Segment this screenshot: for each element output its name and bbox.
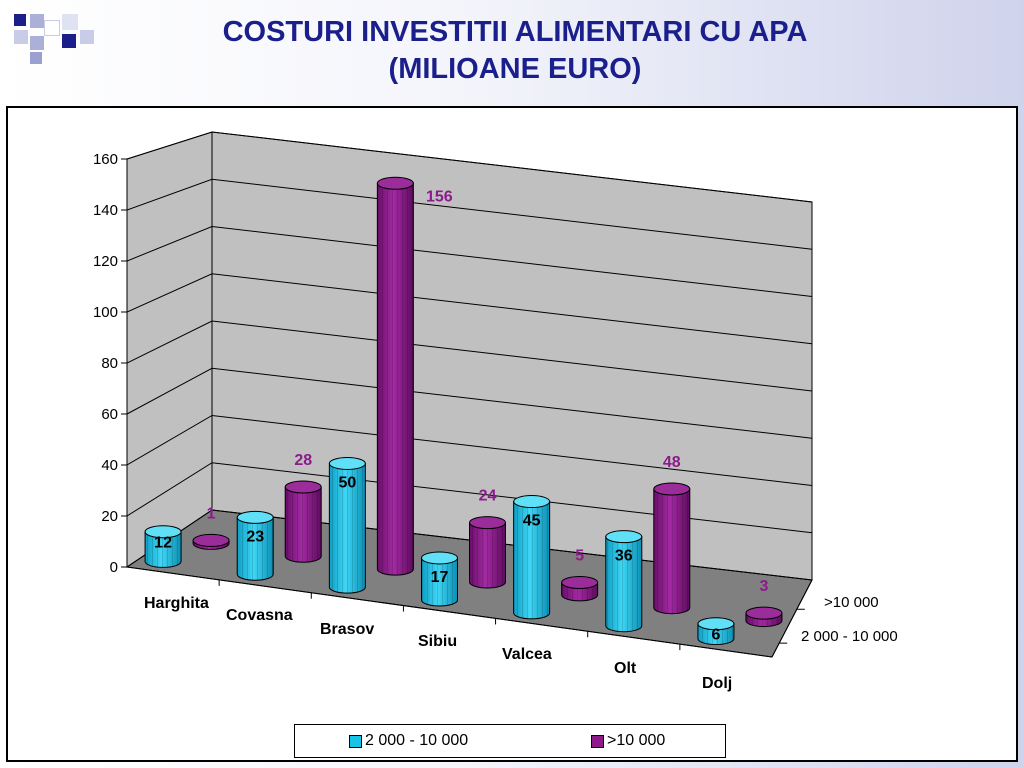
depth-label: 2 000 - 10 000 [801,628,898,645]
data-label: 23 [246,528,264,545]
data-label: 12 [154,535,172,552]
category-label: Dolj [702,675,732,692]
bar-series-2 [284,480,322,563]
bar-top [469,516,506,530]
data-labels: 1 28 156 24 5 48 3 12 23 50 17 45 36 6 [154,188,768,643]
category-label: Brasov [320,621,374,638]
gridline [126,414,813,486]
bar-series-1 [421,551,458,607]
depth-label: >10 000 [824,594,879,611]
chart-svg: 0 20 40 60 80 100 120 140 160 >10 000 2 000 - 10 0… [93,131,898,692]
bar-texture [145,531,182,568]
depth-axis [771,579,813,658]
chart-panel: 0 20 40 60 80 100 120 140 160 >10 000 2 000 - 10 0… [6,106,1018,762]
bar-series-1 [513,495,551,620]
data-label: 45 [523,513,541,530]
gridline [126,273,813,345]
chart-left-wall [126,131,213,568]
title-line-2: (MILIOANE EURO) [388,53,642,85]
gridline [126,131,813,203]
bar-texture [469,522,506,588]
gridline [126,462,813,534]
bar-series-2 [192,533,230,550]
bar-texture [513,501,550,619]
bar-top [236,510,274,524]
legend-label-series-2: >10 000 [607,732,666,749]
bar-texture [285,487,322,563]
gridline [126,225,813,297]
bar-series-2 [376,176,414,576]
legend-swatch-series-1 [349,735,362,748]
bar-series-2 [561,575,599,602]
bar-top [376,176,414,190]
bar-top [144,525,182,539]
bar-top [653,482,691,496]
y-tick-label: 140 [93,202,118,219]
bar-series-1 [236,510,274,581]
data-label: 50 [338,474,356,491]
bar-top [421,551,458,565]
y-tick-label: 60 [101,406,118,423]
bars [144,176,783,646]
bar-series-1 [328,456,366,594]
title-line-1: COSTURI INVESTITII ALIMENTARI CU APA [222,16,808,48]
x-axis [126,566,773,658]
bar-series-1 [144,525,182,568]
category-label: Sibiu [418,633,457,650]
bar-texture [377,183,414,576]
page-title: COSTURI INVESTITII ALIMENTARI CU APA (MI… [110,14,920,88]
legend: 2 000 - 10 000 >10 000 [294,724,726,758]
legend-swatch-series-2 [591,735,604,748]
bar-top [561,575,599,589]
bar-series-1 [605,530,643,633]
legend-label-series-1: 2 000 - 10 000 [365,732,469,749]
bar-top [513,495,551,509]
y-tick-label: 80 [101,355,118,372]
y-tick-label: 0 [110,559,118,576]
bar-texture [329,463,366,594]
bar-series-2 [653,482,691,615]
data-label: 36 [615,548,633,565]
data-label: 28 [294,452,312,469]
gridline [126,367,813,439]
bar-series-2 [745,606,783,628]
category-label: Covasna [226,607,293,624]
y-tick-label: 120 [93,253,118,270]
bar-texture [653,488,690,614]
gridline [126,178,813,250]
y-tick-label: 20 [101,508,118,525]
data-label: 3 [759,578,768,595]
data-label: 5 [575,547,584,564]
gridline [126,320,813,392]
data-label: 24 [479,488,497,505]
data-label: 1 [207,505,216,522]
axes: 0 20 40 60 80 100 120 140 160 >10 000 2 000 - 10 0… [93,151,898,692]
bar-top [605,530,643,544]
y-tick-label: 100 [93,304,118,321]
bar-top [284,480,322,494]
category-label: Harghita [144,595,209,612]
data-label: 48 [663,454,681,471]
bar-series-2 [469,516,506,589]
bar-top [697,617,735,631]
bar-series-1 [697,617,735,646]
bar-texture [605,536,642,632]
category-label: Olt [614,660,637,677]
y-tick-label: 160 [93,151,118,168]
category-label: Valcea [502,646,552,663]
bar-top [192,533,230,547]
bar-top [745,606,783,620]
bar-top [328,456,366,470]
data-label: 156 [426,188,453,205]
y-tick-label: 40 [101,457,118,474]
data-label: 6 [711,627,720,644]
bar-texture [237,517,274,581]
bar-texture [421,557,458,606]
data-label: 17 [431,569,449,586]
